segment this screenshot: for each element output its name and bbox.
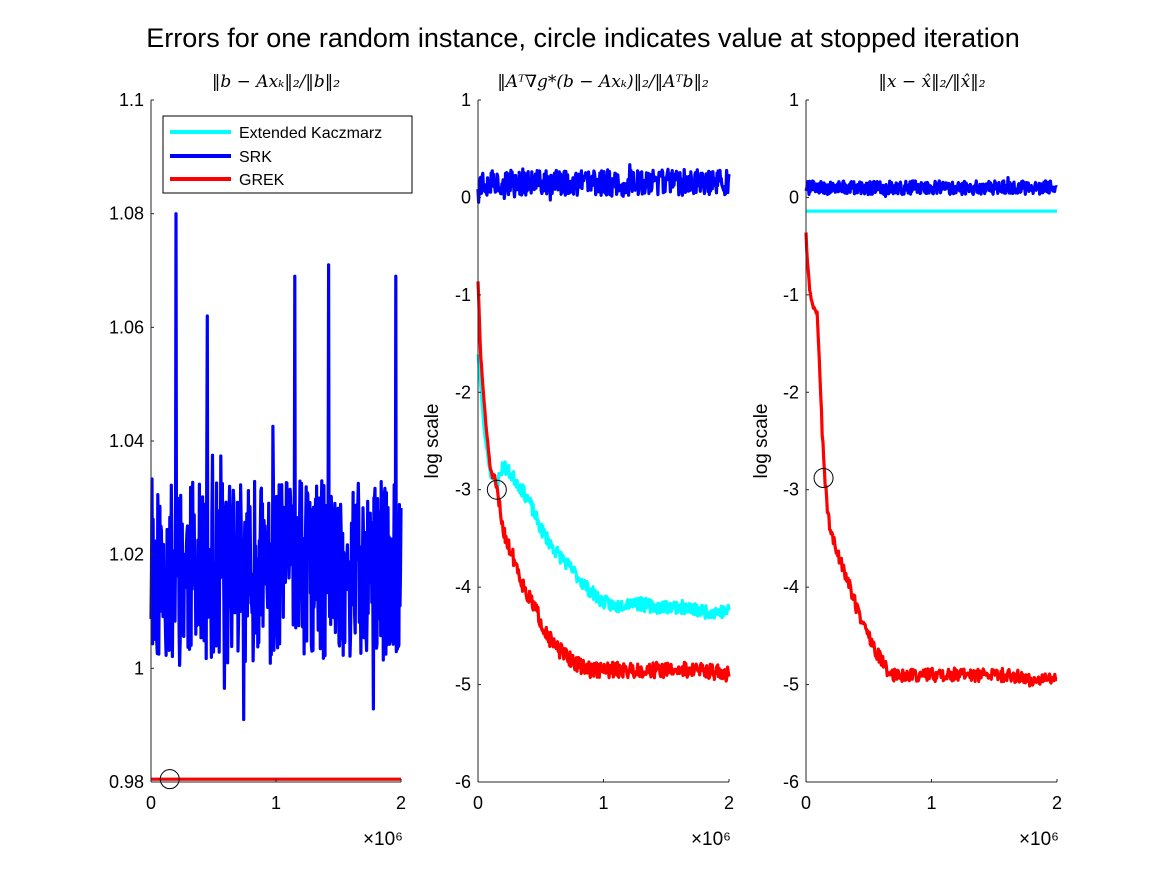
y-tick-label: 1.06 [109,317,144,337]
y-tick-label: 1 [789,90,799,110]
y-tick-label: -2 [783,382,799,402]
x-tick-label: 1 [271,793,281,813]
series-line-srk [476,163,731,204]
y-tick-label: -4 [455,577,471,597]
y-tick-label: 1.08 [109,204,144,224]
panel-title: ‖b − Axₖ‖₂/‖b‖₂ [212,72,340,92]
x-multiplier-label: ×10⁶ [363,829,403,850]
y-tick-label: 1.1 [119,90,144,110]
x-tick-label: 1 [598,793,608,813]
series-line-grek [476,281,731,683]
stop-marker [813,468,834,489]
x-tick-label: 2 [724,793,734,813]
series-line-grek [804,232,1058,688]
y-axis-label: log scale [422,404,443,479]
y-tick-label: -2 [455,382,471,402]
x-multiplier-label: ×10⁶ [691,829,731,850]
series-line-extended-kaczmarz [476,354,731,620]
y-tick-label: -1 [455,285,471,305]
y-tick-label: 1 [134,658,144,678]
figure-title: Errors for one random instance, circle i… [146,23,1019,53]
stop-marker [486,479,507,500]
y-tick-label: -4 [783,577,799,597]
legend-label-extended-kaczmarz: Extended Kaczmarz [239,125,382,142]
panel-title: ‖Aᵀ∇g*(b − Axₖ)‖₂/‖Aᵀb‖₂ [497,72,709,92]
y-tick-label: 1.02 [109,545,144,565]
x-tick-label: 2 [1052,793,1062,813]
panel-gradient: ‖Aᵀ∇g*(b − Axₖ)‖₂/‖Aᵀb‖₂ -6 -5 -4 -3 -2 -1 0 1 0… [422,72,734,850]
y-tick-label: -3 [455,480,471,500]
legend: Extended Kaczmarz SRK GREK [162,115,413,194]
y-tick-label: 1 [461,90,471,110]
y-tick-label: -6 [783,772,799,792]
x-tick-label: 0 [801,793,811,813]
legend-label-grek: GREK [239,172,285,189]
y-tick-label: 0.98 [109,772,144,792]
y-tick-label: -1 [783,285,799,305]
x-tick-label: 2 [396,793,406,813]
panel-residual: ‖b − Axₖ‖₂/‖b‖₂ 0.98 1 1.02 1.04 1.06 1.08 1.1… [109,72,406,850]
y-tick-label: -5 [783,675,799,695]
x-tick-label: 1 [926,793,936,813]
y-tick-label: 1.04 [109,431,144,451]
panel-title: ‖x − x̂‖₂/‖x̂‖₂ [878,72,985,92]
y-tick-label: 0 [789,187,799,207]
y-tick-label: -5 [455,675,471,695]
panel-solution-error: ‖x − x̂‖₂/‖x̂‖₂ -6 -5 -4 -3 -2 -1 0 1 0 1 2 ×10⁶ lo… [751,72,1062,850]
x-multiplier-label: ×10⁶ [1019,829,1059,850]
y-tick-label: -3 [783,480,799,500]
x-tick-label: 0 [473,793,483,813]
stop-marker [159,769,180,790]
x-tick-label: 0 [146,793,156,813]
y-axis-label: log scale [751,404,772,479]
y-tick-label: 0 [461,187,471,207]
legend-label-srk: SRK [239,149,272,166]
series-line-srk [804,176,1058,198]
y-tick-label: -6 [455,772,471,792]
series-line-srk [149,212,403,722]
